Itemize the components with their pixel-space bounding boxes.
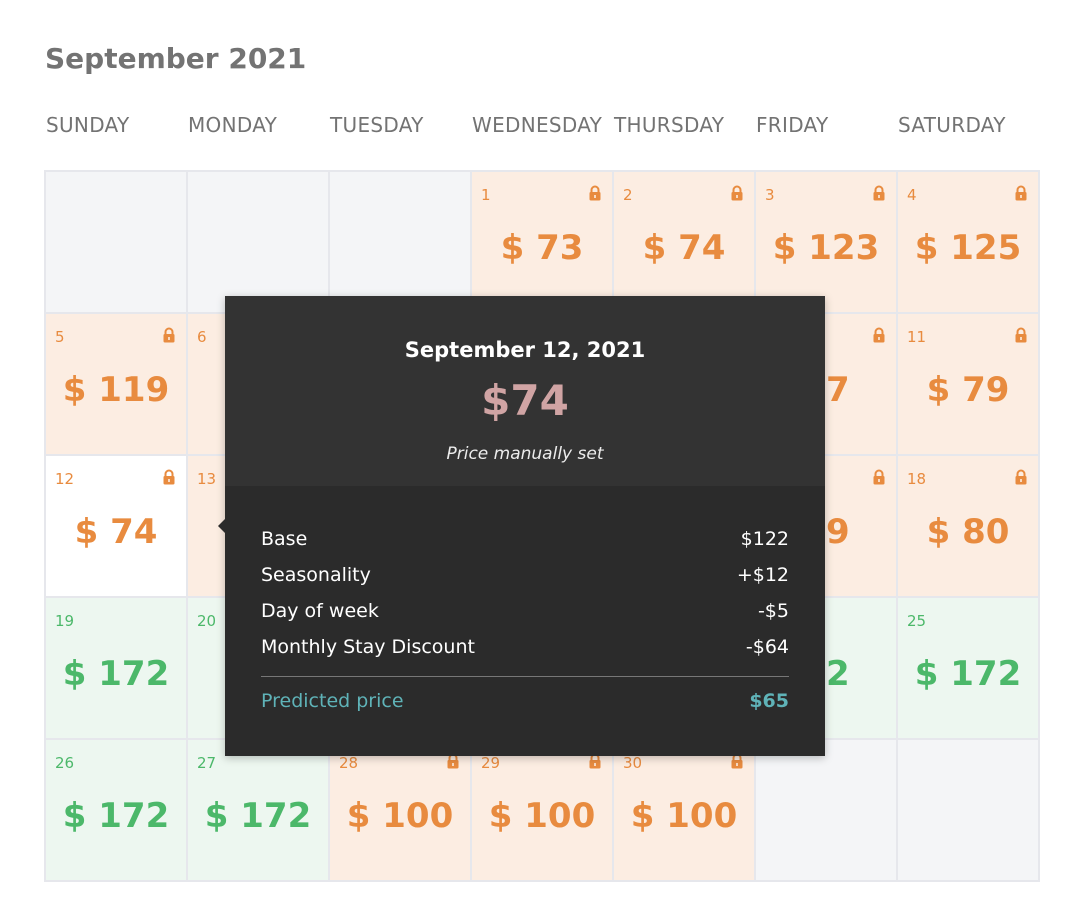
breakdown-label: Seasonality bbox=[261, 564, 371, 586]
lock-icon bbox=[871, 327, 887, 343]
day-number: 4 bbox=[907, 186, 917, 204]
lock-icon bbox=[871, 185, 887, 201]
calendar-day-empty bbox=[898, 740, 1038, 880]
weekday-thursday: THURSDAY bbox=[614, 113, 725, 137]
weekday-sunday: SUNDAY bbox=[46, 113, 130, 137]
breakdown-label: Base bbox=[261, 528, 308, 550]
calendar-day[interactable]: 1 $ 73 bbox=[472, 172, 612, 312]
calendar-day[interactable]: 12 $ 74 bbox=[46, 456, 186, 596]
tooltip-divider bbox=[261, 676, 789, 677]
day-number: 13 bbox=[197, 470, 217, 488]
breakdown-label: Monthly Stay Discount bbox=[261, 636, 475, 658]
weekday-friday: FRIDAY bbox=[756, 113, 829, 137]
day-number: 6 bbox=[197, 328, 207, 346]
day-number: 30 bbox=[623, 754, 643, 772]
day-price: $ 119 bbox=[62, 370, 170, 410]
day-price: $ 100 bbox=[346, 796, 454, 836]
price-tooltip: September 12, 2021 $74 Price manually se… bbox=[218, 296, 825, 756]
predicted-price-row: Predicted price $65 bbox=[261, 690, 789, 716]
calendar-day[interactable]: 3 $ 123 bbox=[756, 172, 896, 312]
calendar-day[interactable]: 4 $ 125 bbox=[898, 172, 1038, 312]
calendar-day[interactable]: 29 $ 100 bbox=[472, 740, 612, 880]
day-number: 19 bbox=[55, 612, 75, 630]
day-number: 2 bbox=[623, 186, 633, 204]
day-number: 11 bbox=[907, 328, 927, 346]
month-title: September 2021 bbox=[45, 42, 307, 75]
weekday-wednesday: WEDNESDAY bbox=[472, 113, 603, 137]
calendar-day[interactable]: 19 $ 172 bbox=[46, 598, 186, 738]
day-number: 29 bbox=[481, 754, 501, 772]
lock-icon bbox=[729, 185, 745, 201]
day-number: 26 bbox=[55, 754, 75, 772]
tooltip-date: September 12, 2021 bbox=[404, 338, 646, 362]
day-price: $ 74 bbox=[74, 512, 158, 552]
day-price: $ 172 bbox=[914, 654, 1022, 694]
day-number: 12 bbox=[55, 470, 75, 488]
tooltip-header: September 12, 2021 $74 Price manually se… bbox=[225, 296, 825, 486]
lock-icon bbox=[1013, 469, 1029, 485]
lock-icon bbox=[871, 469, 887, 485]
lock-icon bbox=[161, 469, 177, 485]
day-number: 1 bbox=[481, 186, 491, 204]
lock-icon bbox=[161, 327, 177, 343]
day-price: $ 74 bbox=[642, 228, 726, 268]
day-number: 3 bbox=[765, 186, 775, 204]
breakdown-row-base: Base $122 bbox=[261, 528, 789, 554]
calendar-day[interactable]: 30 $ 100 bbox=[614, 740, 754, 880]
day-price: $ 172 bbox=[62, 796, 170, 836]
weekday-tuesday: TUESDAY bbox=[330, 113, 424, 137]
day-number: 18 bbox=[907, 470, 927, 488]
calendar-day[interactable]: 28 $ 100 bbox=[330, 740, 470, 880]
breakdown-row-monthly-discount: Monthly Stay Discount -$64 bbox=[261, 636, 789, 662]
breakdown-label: Day of week bbox=[261, 600, 379, 622]
day-price: $ 172 bbox=[62, 654, 170, 694]
calendar-day[interactable]: 27 $ 172 bbox=[188, 740, 328, 880]
breakdown-value: +$12 bbox=[736, 564, 789, 586]
day-price: $ 100 bbox=[488, 796, 596, 836]
breakdown-value: $122 bbox=[740, 528, 789, 550]
weekday-header: SUNDAY MONDAY TUESDAY WEDNESDAY THURSDAY… bbox=[44, 113, 1040, 141]
tooltip-arrow bbox=[218, 518, 226, 534]
day-price: $ 80 bbox=[926, 512, 1010, 552]
calendar-day[interactable]: 2 $ 74 bbox=[614, 172, 754, 312]
breakdown-row-seasonality: Seasonality +$12 bbox=[261, 564, 789, 590]
breakdown-row-day-of-week: Day of week -$5 bbox=[261, 600, 789, 626]
day-number: 27 bbox=[197, 754, 217, 772]
day-price: $ 172 bbox=[204, 796, 312, 836]
tooltip-note: Price manually set bbox=[446, 444, 604, 464]
day-price: $ 123 bbox=[772, 228, 880, 268]
weekday-saturday: SATURDAY bbox=[898, 113, 1006, 137]
calendar-day[interactable]: 26 $ 172 bbox=[46, 740, 186, 880]
calendar-day[interactable]: 5 $ 119 bbox=[46, 314, 186, 454]
calendar-day[interactable]: 18 $ 80 bbox=[898, 456, 1038, 596]
calendar-day-empty bbox=[756, 740, 896, 880]
breakdown-value: -$5 bbox=[757, 600, 789, 622]
calendar-day-empty bbox=[46, 172, 186, 312]
day-price: $ 125 bbox=[914, 228, 1022, 268]
calendar-day-empty bbox=[188, 172, 328, 312]
day-number: 28 bbox=[339, 754, 359, 772]
day-price: $ 73 bbox=[500, 228, 584, 268]
day-number: 5 bbox=[55, 328, 65, 346]
predicted-price-label: Predicted price bbox=[261, 690, 404, 712]
tooltip-price: $74 bbox=[481, 376, 569, 425]
calendar-day[interactable]: 25 $ 172 bbox=[898, 598, 1038, 738]
day-price: $ 100 bbox=[630, 796, 738, 836]
calendar-day[interactable]: 11 $ 79 bbox=[898, 314, 1038, 454]
calendar-day-empty bbox=[330, 172, 470, 312]
day-number: 25 bbox=[907, 612, 927, 630]
weekday-monday: MONDAY bbox=[188, 113, 278, 137]
lock-icon bbox=[587, 185, 603, 201]
breakdown-value: -$64 bbox=[745, 636, 789, 658]
predicted-price-value: $65 bbox=[749, 690, 789, 712]
day-number: 20 bbox=[197, 612, 217, 630]
lock-icon bbox=[1013, 327, 1029, 343]
day-price: $ 79 bbox=[926, 370, 1010, 410]
lock-icon bbox=[1013, 185, 1029, 201]
